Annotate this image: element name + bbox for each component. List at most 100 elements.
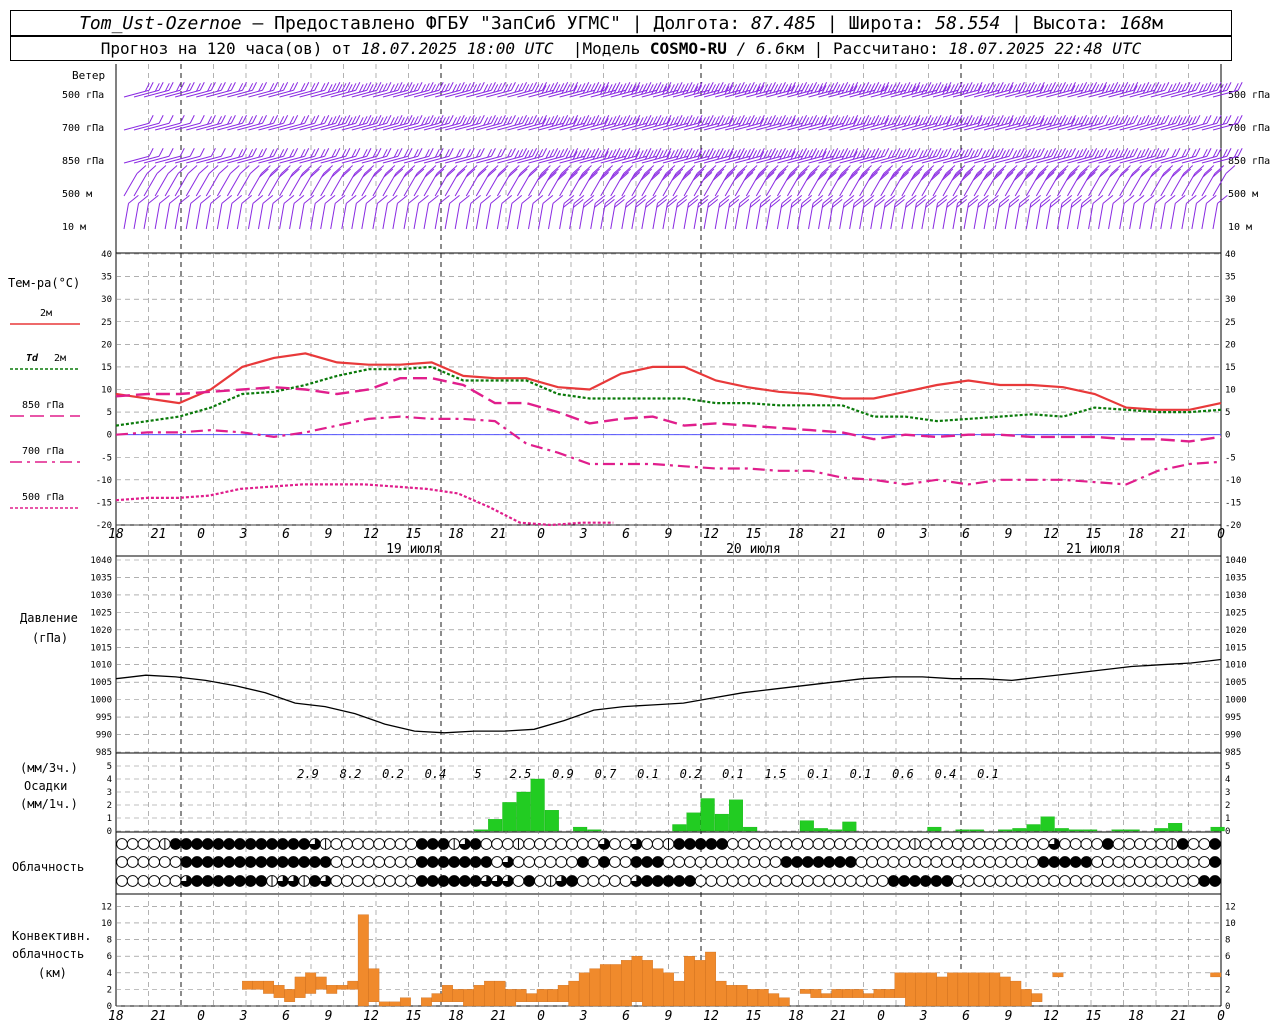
wind-barb-feather — [1154, 148, 1160, 157]
wind-barb-feather — [362, 168, 373, 178]
wind-barb-feather — [159, 195, 170, 204]
wind-barb — [569, 89, 595, 98]
wind-barb-feather — [614, 198, 625, 208]
wind-barb-feather — [1109, 168, 1119, 178]
cloud-cover-circle — [1059, 838, 1071, 850]
precip-3h-label: 2.5 — [510, 767, 532, 781]
wind-barb-feather — [1030, 195, 1042, 204]
wind-barb-feather — [557, 172, 567, 181]
wind-barb — [901, 203, 907, 230]
wind-barb-feather — [580, 83, 586, 92]
wind-barb — [735, 89, 761, 98]
wind-barb-feather — [884, 195, 896, 204]
wind-barb-feather — [613, 151, 619, 160]
cloud-cover-circle — [866, 875, 878, 887]
wind-barb — [507, 89, 533, 98]
wind-barb-feather — [1132, 165, 1142, 174]
cloud-cover-full — [566, 875, 578, 887]
wind-barb-feather — [932, 116, 938, 125]
wind-barb-feather — [1115, 150, 1121, 159]
cloud-cover-circle — [619, 875, 632, 887]
wind-barb-feather — [1019, 148, 1025, 157]
wind-barb — [143, 155, 170, 164]
wind-barb-feather — [831, 118, 837, 127]
wind-barb-feather — [654, 165, 665, 174]
wind-barb-feather — [514, 150, 520, 159]
wind-barb — [1139, 203, 1145, 230]
wind-level-label: 700 гПа — [62, 123, 104, 134]
wind-barb-feather — [1133, 148, 1139, 157]
wind-barb — [921, 155, 948, 164]
wind-barb-feather — [508, 168, 518, 178]
wind-barb-feather — [926, 195, 937, 204]
conv-cloud-bar — [999, 976, 1011, 1007]
wind-barb-feather — [611, 149, 617, 158]
wind-barb-feather — [1177, 84, 1183, 93]
wind-barb — [423, 155, 450, 164]
wind-barb-feather — [542, 82, 548, 91]
wind-barb-feather — [818, 116, 824, 125]
wind-barb-feather — [976, 165, 987, 174]
wind-barb-feather — [472, 117, 478, 126]
conv-y-tick-right: 6 — [1225, 952, 1230, 962]
wind-barb-feather — [738, 151, 744, 160]
wind-barb-feather — [1013, 172, 1024, 181]
wind-barb-feather — [347, 84, 353, 93]
alt-label: Высота: — [1032, 12, 1109, 34]
wind-barb-feather — [559, 149, 565, 158]
wind-barb — [372, 203, 378, 230]
wind-barb-feather — [413, 116, 419, 125]
wind-barb — [123, 173, 138, 197]
wind-barb — [143, 203, 150, 230]
wind-barb-feather — [449, 195, 460, 204]
wind-barb-feather — [462, 84, 468, 93]
wind-barb-feather — [148, 148, 154, 157]
cloud-cover-circle — [480, 838, 493, 850]
wind-barb-feather — [447, 165, 458, 174]
wind-barb-feather — [707, 85, 713, 94]
cloud-cover-circle — [373, 875, 386, 887]
wind-barb-feather — [911, 149, 917, 158]
wind-barb-feather — [1121, 85, 1127, 94]
wind-barb — [195, 203, 202, 230]
cloud-cover-full — [1081, 856, 1092, 868]
wind-barb-feather — [884, 115, 890, 124]
wind-barb-feather — [708, 195, 719, 204]
wind-barb-feather — [475, 116, 481, 125]
wind-barb — [859, 89, 885, 98]
wind-barb — [755, 173, 770, 197]
wind-barb-feather — [324, 115, 330, 124]
wind-barb-feather — [220, 115, 226, 124]
calc-label: Рассчитано: — [832, 39, 939, 58]
temp-y-tick-right: -20 — [1225, 521, 1241, 531]
precip-3h-label: 0.1 — [807, 767, 829, 781]
cloud-cover-full — [255, 875, 267, 887]
wind-barb-feather — [417, 82, 423, 91]
cloud-cover-circle — [951, 856, 964, 868]
cloud-cover-circle — [1091, 856, 1103, 868]
cloud-cover-circle — [994, 838, 1007, 850]
wind-barb-feather — [969, 150, 975, 159]
wind-barb-feather — [1053, 117, 1059, 126]
wind-barb-feather — [841, 165, 851, 174]
wind-barb-feather — [787, 116, 793, 125]
station-name: Tom_Ust-Ozernoe — [79, 12, 242, 34]
wind-barb — [372, 155, 399, 164]
wind-barb-feather — [1026, 116, 1031, 125]
wind-barb-feather — [1146, 117, 1152, 126]
wind-barb-feather — [1049, 198, 1061, 208]
wind-barb-feather — [248, 149, 254, 158]
wind-barb — [942, 122, 969, 131]
wind-barb — [320, 89, 346, 98]
wind-barb — [351, 89, 378, 98]
wind-barb-feather — [938, 117, 944, 126]
wind-barb — [579, 155, 605, 164]
wind-barb-feather — [822, 148, 828, 157]
wind-barb-feather — [582, 151, 588, 160]
x-tick-label: 9 — [1005, 1009, 1013, 1024]
wind-barb-feather — [532, 148, 538, 157]
wind-barb — [1212, 89, 1239, 98]
wind-barb-feather — [439, 195, 450, 204]
wind-barb-feather — [790, 148, 796, 157]
wind-barb — [973, 173, 988, 197]
